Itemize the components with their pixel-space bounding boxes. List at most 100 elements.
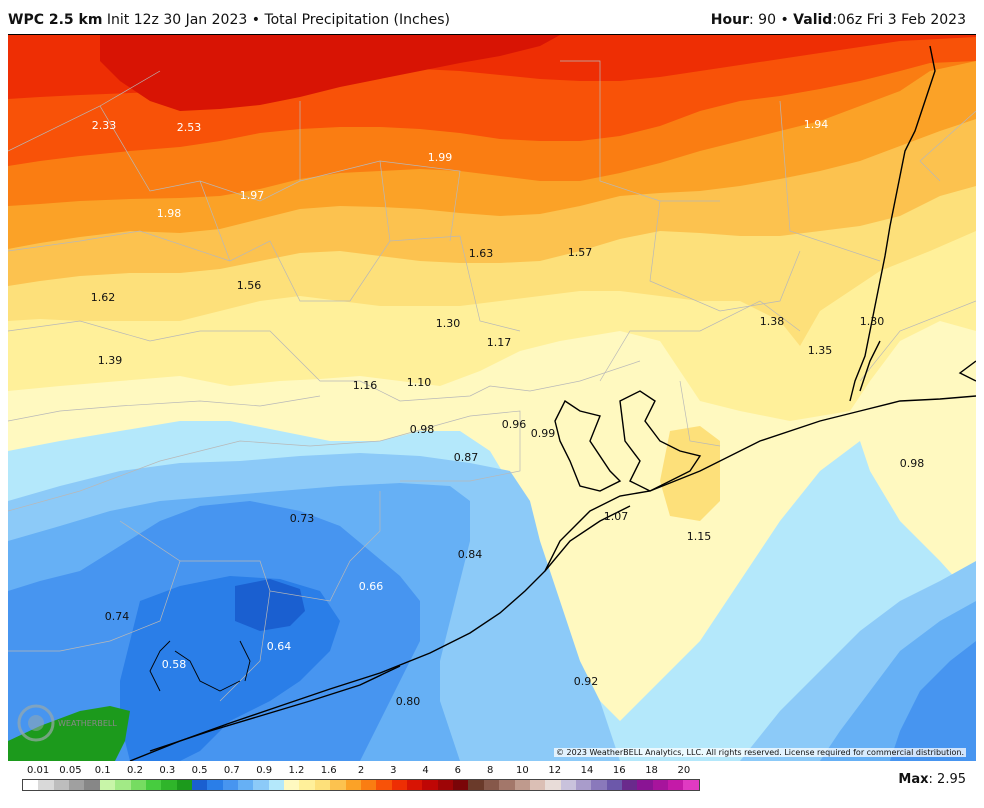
precip-value-label: 2.33: [92, 119, 117, 132]
valid-label: Valid: [793, 12, 833, 28]
legend-swatch: [360, 780, 377, 790]
legend-swatch: [591, 780, 607, 790]
precip-band-0.7-east: [890, 641, 976, 761]
legend-swatch: [422, 780, 438, 790]
precip-value-label: 0.80: [396, 695, 421, 708]
legend-tick-label: 0.3: [159, 765, 176, 776]
legend-swatch: [299, 780, 315, 790]
coastline: [129, 45, 977, 762]
precip-band-0.5: [235, 579, 305, 631]
legend-tick-label: 0.05: [59, 765, 82, 776]
precip-band-0.3: [8, 706, 130, 761]
precip-value-labels: 2.33 2.53 1.99 1.94 1.97 1.98 1.63 1.57 1.56 1.62…: [91, 118, 925, 708]
precip-value-label: 0.87: [454, 451, 479, 464]
legend-tick-label: 4: [422, 765, 429, 776]
legend-swatch: [483, 780, 500, 790]
legend-tick-label: 1.2: [288, 765, 305, 776]
precip-value-label: 1.63: [469, 247, 494, 260]
legend-swatch: [514, 780, 530, 790]
legend-swatch: [468, 780, 484, 790]
legend-tick-label: 1.6: [320, 765, 337, 776]
hour-value: : 90: [749, 12, 776, 28]
legend-swatch: [606, 780, 623, 790]
logo-text: WEATHERBELL: [58, 719, 117, 728]
precip-value-label: 0.99: [531, 427, 556, 440]
legend-tick-label: 10: [516, 765, 529, 776]
copyright-notice: © 2023 WeatherBELL Analytics, LLC. All r…: [554, 748, 966, 757]
max-value: Max: 2.95: [898, 772, 966, 787]
legend-tick-label: 6: [454, 765, 462, 776]
legend-tick-label: 2: [357, 765, 365, 776]
legend-swatch: [69, 780, 85, 790]
precip-value-label: 0.64: [267, 640, 292, 653]
legend-swatch: [499, 780, 515, 790]
legend-tick-label: 18: [645, 765, 658, 776]
legend-tick-label: 0.7: [223, 765, 240, 776]
legend-tick-label: 8: [486, 765, 494, 776]
model-name: WPC 2.5 km: [8, 12, 103, 28]
legend-swatch: [161, 780, 177, 790]
legend-tick-label: 16: [612, 765, 626, 776]
legend-swatch: [145, 780, 162, 790]
legend-tick-label: 0.1: [94, 765, 111, 776]
rivers: [149, 640, 251, 692]
precip-value-label: 1.98: [157, 207, 182, 220]
precip-value-label: 1.38: [760, 315, 785, 328]
precip-band-1.2-coastal: [660, 426, 720, 521]
legend-swatch: [437, 780, 454, 790]
legend-swatch: [529, 780, 546, 790]
precip-value-label: 1.97: [240, 189, 265, 202]
precip-value-label: 0.74: [105, 610, 130, 623]
legend-tick-label: 0.9: [256, 765, 273, 776]
legend-swatch: [314, 780, 331, 790]
precip-value-label: 1.16: [353, 379, 378, 392]
county-lines: [7, 60, 977, 702]
precip-value-label: 1.15: [687, 530, 712, 543]
legend-swatch: [668, 780, 684, 790]
map-canvas: 2.33 2.53 1.99 1.94 1.97 1.98 1.63 1.57 1.56 1.62…: [7, 35, 977, 762]
legend-tick-label: 12: [548, 765, 562, 776]
legend-tick-label: 3: [390, 765, 397, 776]
legend-swatch: [268, 780, 285, 790]
precip-value-label: 0.92: [574, 675, 599, 688]
precip-value-label: 1.30: [436, 317, 461, 330]
header: WPC 2.5 km Init 12z 30 Jan 2023 • Total …: [0, 0, 984, 34]
legend-tick-label: 0.01: [27, 765, 50, 776]
precip-value-label: 0.84: [458, 548, 483, 561]
max-label: Max: [898, 772, 929, 787]
color-legend: 0.01 0.05 0.1 0.2 0.3 0.5 0.7 0.9 1.2 1.6 2 3 4 6 8 10 1…: [22, 765, 700, 793]
legend-swatch: [391, 780, 407, 790]
legend-swatches: [22, 779, 700, 791]
legend-swatch: [222, 780, 239, 790]
legend-swatch: [652, 780, 669, 790]
legend-swatch: [622, 780, 638, 790]
precip-value-label: 0.98: [410, 423, 435, 436]
legend-swatch: [453, 780, 469, 790]
legend-swatch: [84, 780, 100, 790]
legend-swatch: [545, 780, 561, 790]
legend-swatch: [683, 780, 699, 790]
valid-value: :06z Fri 3 Feb 2023: [832, 12, 966, 28]
valid-info: Hour: 90 • Valid:06z Fri 3 Feb 2023: [711, 12, 966, 28]
precip-value-label: 1.99: [428, 151, 453, 164]
legend-swatch: [575, 780, 592, 790]
legend-swatch: [253, 780, 269, 790]
legend-tick-labels: 0.01 0.05 0.1 0.2 0.3 0.5 0.7 0.9 1.2 1.6 2 3 4 6 8 10 1…: [22, 765, 700, 777]
legend-swatch: [23, 780, 39, 790]
separator: •: [780, 12, 789, 28]
precip-value-label: 1.17: [487, 336, 512, 349]
legend-swatch: [99, 780, 116, 790]
legend-swatch: [207, 780, 223, 790]
legend-swatch: [191, 780, 208, 790]
max-number: : 2.95: [928, 772, 966, 787]
legend-tick-label: 0.5: [191, 765, 208, 776]
weatherbell-logo: WEATHERBELL: [17, 704, 117, 742]
legend-swatch: [376, 780, 392, 790]
precip-value-label: 0.96: [502, 418, 527, 431]
precipitation-map[interactable]: 2.33 2.53 1.99 1.94 1.97 1.98 1.63 1.57 1.56 1.62…: [7, 34, 977, 762]
title: WPC 2.5 km Init 12z 30 Jan 2023 • Total …: [8, 12, 450, 28]
precip-value-label: 1.30: [860, 315, 885, 328]
legend-swatch: [176, 780, 192, 790]
legend-swatch: [637, 780, 653, 790]
product-name: Total Precipitation (Inches): [264, 12, 450, 28]
